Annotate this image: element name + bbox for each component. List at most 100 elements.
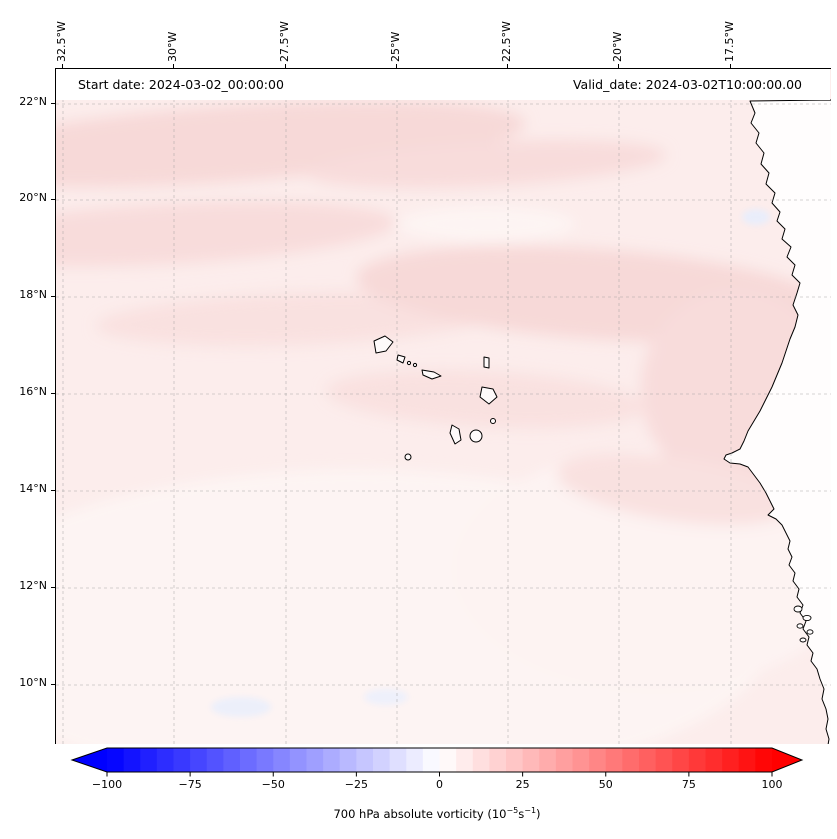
colorbar-under-arrow [72,748,107,772]
colorbar-label-exp1: −5 [506,806,519,815]
left-tick-mark [51,587,55,588]
colorbar-segment [489,748,507,772]
valid-date-label: Valid_date: 2024-03-02T10:00:00.00 [572,77,802,92]
vorticity-field-contours [56,100,831,744]
left-tick-label: 22°N [19,95,47,108]
colorbar-segment [273,748,291,772]
colorbar-label-exp2: −1 [524,806,537,815]
colorbar-segment [206,748,225,772]
colorbar-segment [688,748,707,772]
colorbar-tick-label: 0 [436,778,443,791]
island-maio [490,418,496,424]
colorbar-segment [589,748,607,772]
map-canvas [56,69,831,744]
top-tick-mark [730,64,731,68]
colorbar-segment [156,748,175,772]
top-tick-label: 22.5°W [500,21,513,62]
colorbar-segment [555,748,574,772]
top-tick-mark [173,64,174,68]
colorbar-label: 700 hPa absolute vorticity (10−5s−1) [137,806,737,821]
colorbar-segment [539,748,557,772]
colorbar-segment [572,748,590,772]
left-tick-label: 20°N [19,191,47,204]
colorbar-segment [605,748,624,772]
colorbar-segment [456,748,474,772]
colorbar-tick-label: 25 [515,778,530,791]
date-header: Start date: 2024-03-02_00:00:00 Valid_da… [56,69,830,100]
colorbar-tick-label: −25 [344,778,368,791]
top-tick-mark [507,64,508,68]
colorbar-segment [672,748,690,772]
left-tick-label: 10°N [19,676,47,689]
island-santiago [449,424,462,445]
island-santa-luzia [406,360,412,366]
left-tick-mark [51,393,55,394]
colorbar-segment [223,748,241,772]
colorbar-segment [422,748,441,772]
colorbar-label-units: s [518,806,525,821]
island-sao-vicente [396,354,406,364]
left-tick-mark [51,199,55,200]
map-plot-area: Start date: 2024-03-02_00:00:00 Valid_da… [55,68,831,744]
top-tick-mark [618,64,619,68]
colorbar-segment [190,748,208,772]
left-tick-mark [51,296,55,297]
top-tick-label: 32.5°W [55,21,68,62]
colorbar-label-text: 700 hPa absolute vorticity (10 [333,806,507,821]
colorbar-over-arrow [772,748,802,772]
africa-coastline [723,99,831,744]
colorbar-segment [123,748,141,772]
colorbar-segment [107,748,125,772]
colorbar-segment [755,748,773,772]
colorbar [70,747,804,777]
colorbar-segment [705,748,723,772]
colorbar-segment [240,748,258,772]
colorbar-segment [373,748,391,772]
left-tick-label: 12°N [19,579,47,592]
bijagos-islands [793,605,814,643]
colorbar-tick-label: −100 [91,778,123,791]
cape-verde-islands [373,335,498,461]
colorbar-tick-label: −50 [261,778,285,791]
colorbar-tick-label: 50 [598,778,613,791]
colorbar-segment [323,748,341,772]
colorbar-segment [622,748,640,772]
colorbar-tick-label: 100 [761,778,783,791]
top-tick-label: 27.5°W [278,21,291,62]
colorbar-segment [738,748,757,772]
island-santo-antao [373,335,394,354]
island-branco [412,362,418,368]
island-sal [483,356,490,369]
colorbar-segment [140,748,158,772]
colorbar-segment [439,748,457,772]
colorbar-segment [256,748,274,772]
colorbar-segment [506,748,524,772]
top-tick-label: 25°W [389,31,402,62]
colorbar-tick-label: −75 [178,778,202,791]
colorbar-segment [655,748,673,772]
colorbar-label-close: ) [536,806,541,821]
colorbar-segment [289,748,308,772]
colorbar-segment [406,748,424,772]
left-tick-label: 18°N [19,288,47,301]
colorbar-segment [522,748,540,772]
top-tick-label: 17.5°W [723,21,736,62]
start-date-label: Start date: 2024-03-02_00:00:00 [78,77,284,92]
colorbar-segment [356,748,374,772]
top-tick-label: 20°W [611,31,624,62]
colorbar-segment [306,748,324,772]
colorbar-segment [472,748,491,772]
colorbar-tick-label: 75 [681,778,696,791]
island-sao-nicolau [421,369,442,380]
island-fogo [469,429,483,443]
island-brava [404,453,412,461]
colorbar-segment [722,748,740,772]
colorbar-segment [173,748,191,772]
island-boa-vista [479,386,498,405]
top-tick-mark [396,64,397,68]
left-tick-mark [51,103,55,104]
left-tick-label: 14°N [19,482,47,495]
top-tick-mark [285,64,286,68]
left-tick-mark [51,684,55,685]
